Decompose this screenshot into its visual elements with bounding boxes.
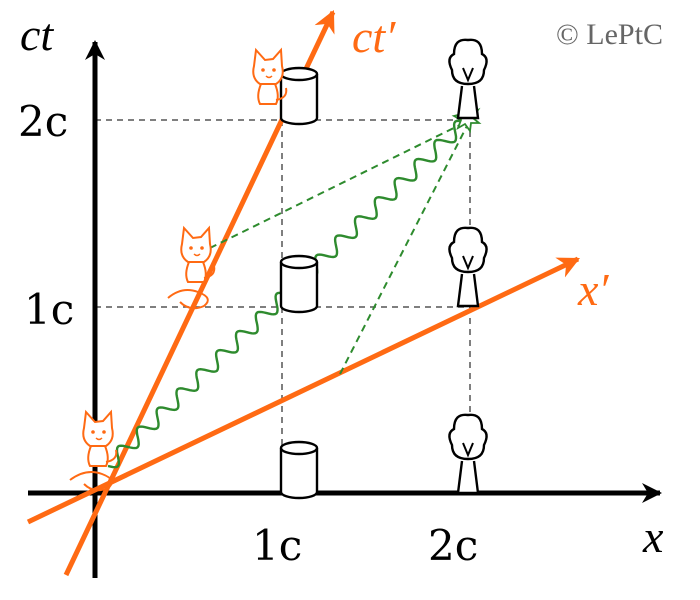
can-icon [279,66,319,126]
x-prime-axis-label: x′ [577,264,609,315]
tree-icon [448,413,488,495]
tick-label-ct-2c: 2c [18,97,68,146]
tick-label-x-2c: 2c [428,521,478,570]
can-icon [279,440,319,500]
cat-tail-swirls [69,289,209,492]
x-prime-axis [26,256,580,525]
tree-icon [448,38,488,120]
can-icon [279,254,319,314]
x-axis-label: x [642,511,664,562]
tree-icon [448,226,488,308]
cat-icon [82,411,118,467]
tick-label-x-1c: 1c [252,521,302,570]
copyright-label: © LePtC [556,18,663,51]
ct-axis-label: ct [20,9,54,60]
tick-label-ct-1c: 1c [24,285,74,334]
simultaneity-lines [209,119,471,375]
ct-prime-axis-label: ct′ [352,11,396,62]
